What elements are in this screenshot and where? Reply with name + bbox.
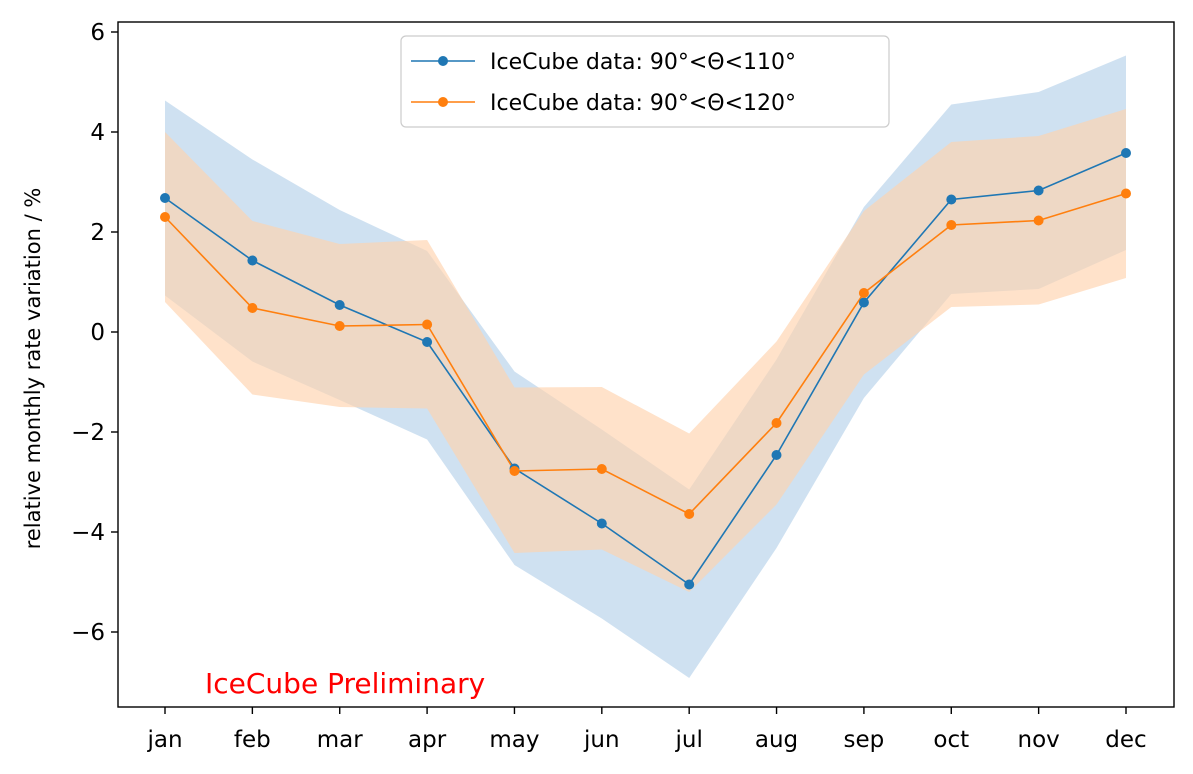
point-s1-dec bbox=[1121, 148, 1131, 158]
series-line-1 bbox=[164, 152, 1127, 586]
point-s2-may bbox=[509, 466, 520, 476]
point-s2-mar bbox=[334, 321, 345, 331]
plot-frame bbox=[117, 21, 1175, 708]
point-s2-feb bbox=[247, 303, 258, 313]
point-s1-jan bbox=[160, 193, 170, 203]
y-tick-label: 4 bbox=[90, 120, 105, 146]
y-tick-label: 6 bbox=[90, 20, 105, 46]
x-axis: jan feb mar apr may jun jul aug sep oct nov dec bbox=[146, 707, 1147, 753]
x-tick-label-mar: mar bbox=[317, 727, 363, 753]
point-s2-sep bbox=[858, 288, 869, 298]
legend-marker-2 bbox=[438, 97, 448, 107]
point-s2-nov bbox=[1033, 215, 1044, 226]
point-s1-nov bbox=[1033, 185, 1044, 196]
point-s1-apr bbox=[422, 337, 433, 347]
point-s1-mar bbox=[334, 300, 345, 310]
legend-box bbox=[400, 35, 890, 128]
y-axis-label: relative monthly rate variation / % bbox=[21, 188, 45, 550]
x-tick-label-nov: nov bbox=[1018, 727, 1060, 753]
point-s1-sep bbox=[858, 297, 869, 308]
point-s2-apr bbox=[422, 319, 433, 330]
y-tick-label: −6 bbox=[71, 620, 105, 646]
point-s2-jun bbox=[596, 464, 607, 474]
series-line-2 bbox=[164, 192, 1127, 515]
x-tick-label-dec: dec bbox=[1105, 727, 1146, 753]
legend-label-icecube-data-90-120: IceCube data: 90°<Θ<120° bbox=[490, 91, 796, 116]
point-s2-jan bbox=[160, 212, 170, 222]
y-axis: −6 −4 −2 0 2 4 6 bbox=[71, 20, 118, 646]
point-s1-oct bbox=[946, 194, 957, 205]
point-s1-jul bbox=[684, 579, 695, 590]
x-tick-label-may: may bbox=[489, 727, 539, 753]
series-markers bbox=[160, 148, 1131, 590]
legend-label-icecube-data-90-110: IceCube data: 90°<Θ<110° bbox=[490, 50, 796, 75]
point-s1-aug bbox=[771, 450, 782, 460]
y-tick-label: 0 bbox=[90, 320, 105, 346]
series-lines bbox=[164, 152, 1127, 586]
band-2 bbox=[165, 109, 1126, 592]
point-s2-jul bbox=[684, 509, 695, 519]
legend: IceCube data: 90°<Θ<110° IceCube data: 90… bbox=[400, 35, 890, 128]
point-s2-aug bbox=[771, 418, 782, 428]
x-tick-label-oct: oct bbox=[933, 727, 969, 753]
x-tick-label-sep: sep bbox=[844, 727, 885, 753]
preliminary-annotation: IceCube Preliminary bbox=[205, 667, 485, 700]
x-tick-label-jul: jul bbox=[675, 727, 703, 753]
point-s1-jun bbox=[596, 518, 607, 529]
y-tick-label: −4 bbox=[71, 520, 105, 546]
confidence-bands bbox=[165, 55, 1126, 678]
x-tick-label-jan: jan bbox=[146, 727, 182, 753]
y-tick-label: −2 bbox=[71, 420, 105, 446]
y-tick-label: 2 bbox=[90, 220, 105, 246]
point-s2-dec bbox=[1121, 188, 1131, 199]
point-s1-feb bbox=[247, 255, 258, 266]
x-tick-label-apr: apr bbox=[408, 727, 447, 753]
point-s2-oct bbox=[946, 220, 957, 230]
x-tick-label-jun: jun bbox=[583, 727, 620, 753]
x-tick-label-feb: feb bbox=[234, 727, 271, 753]
x-tick-label-aug: aug bbox=[755, 727, 798, 753]
legend-marker-1 bbox=[438, 56, 448, 66]
